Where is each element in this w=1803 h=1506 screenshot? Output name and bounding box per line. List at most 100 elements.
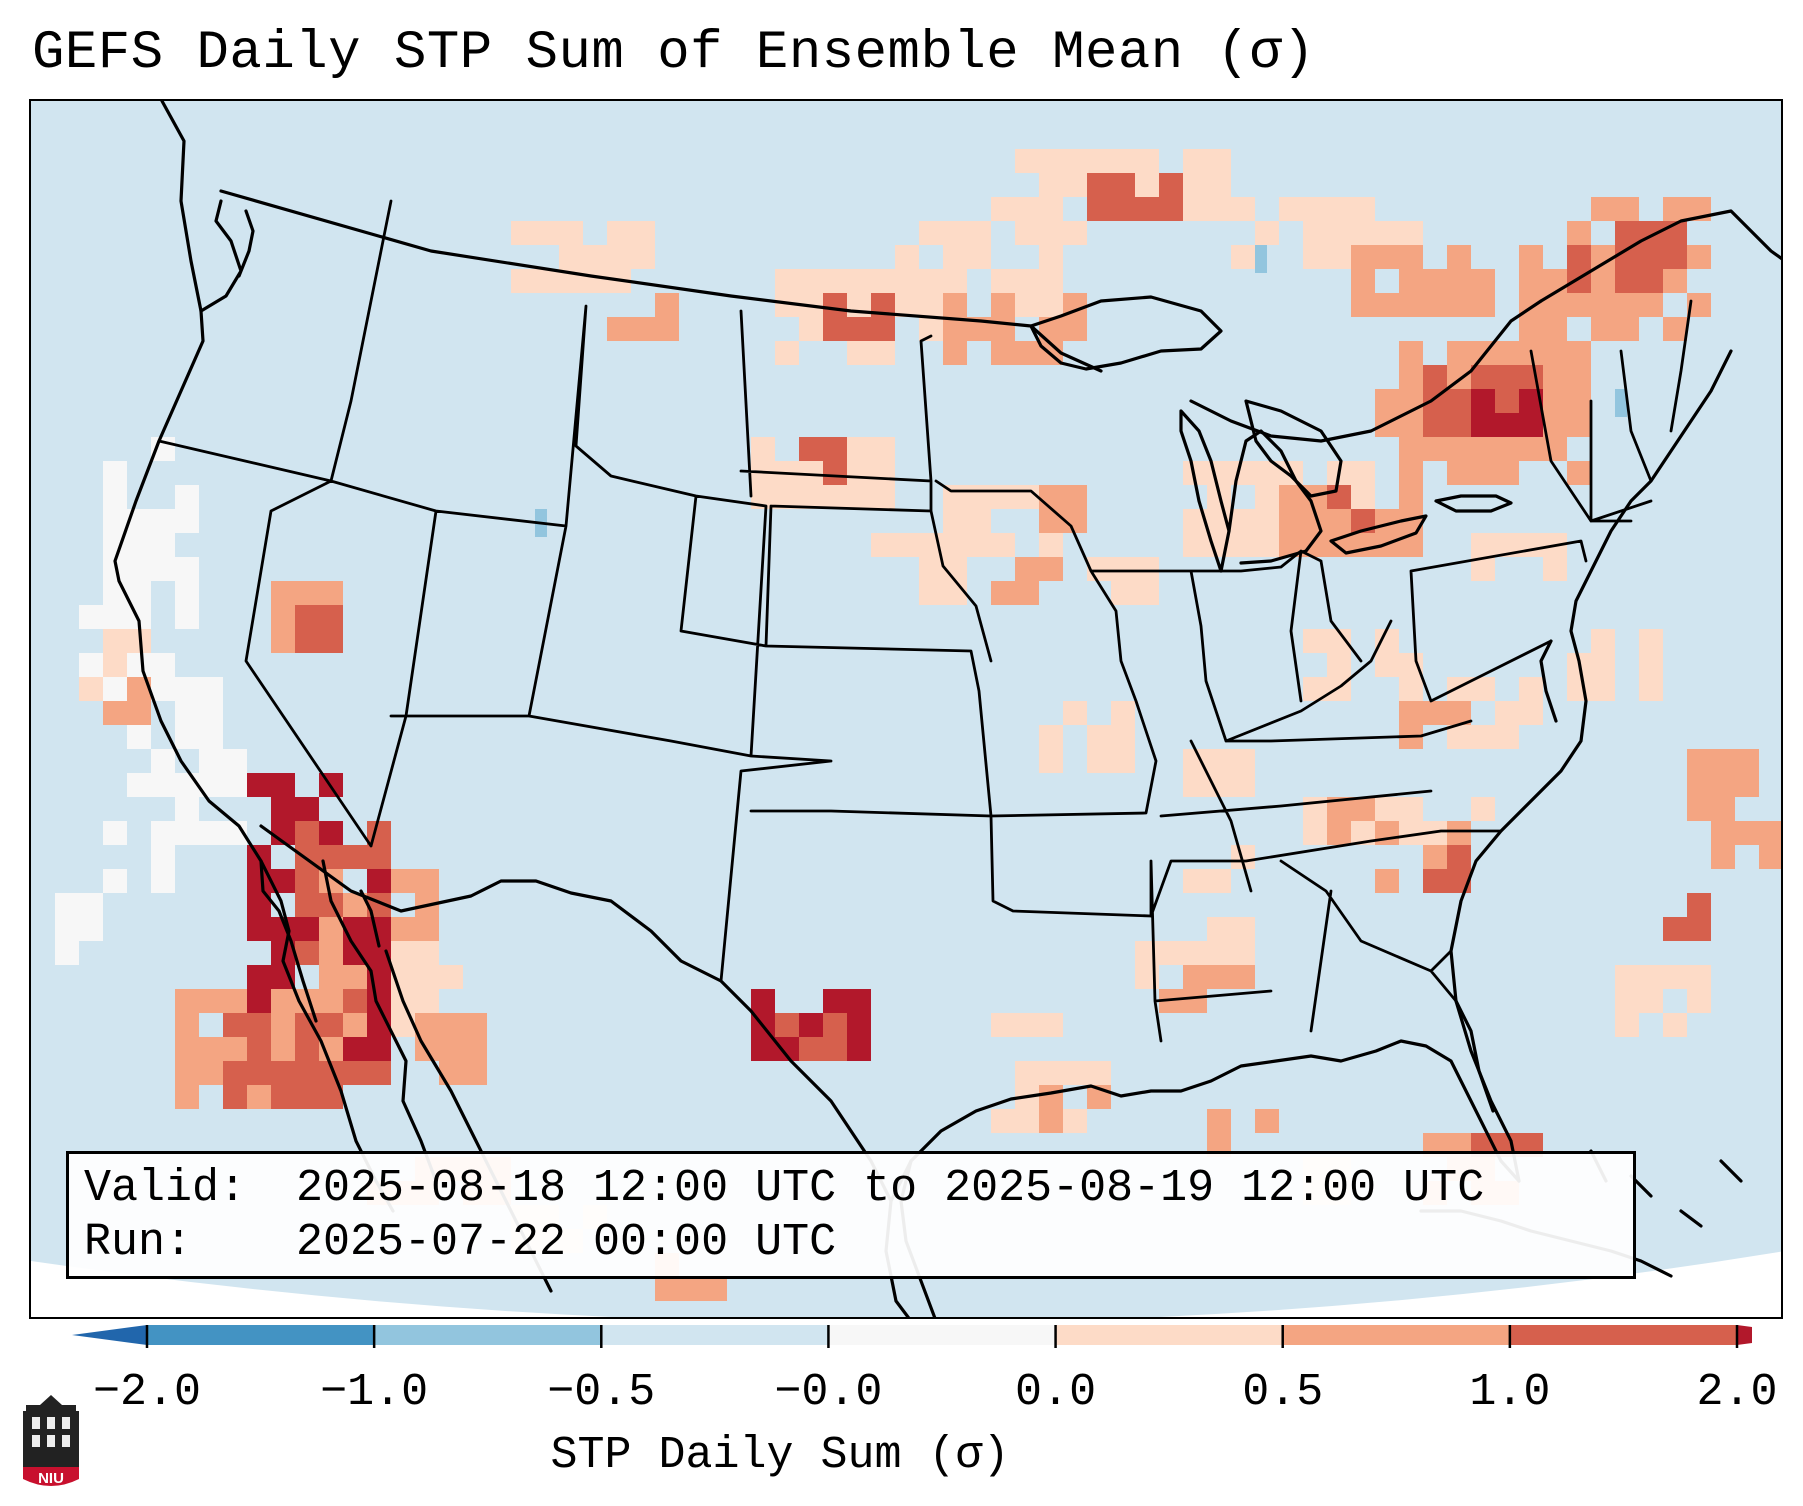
stp-cell <box>175 1037 199 1061</box>
stp-cell <box>1423 845 1447 869</box>
stp-cell <box>823 989 847 1013</box>
stp-cell <box>175 509 199 533</box>
stp-cell <box>247 773 271 797</box>
stp-cell <box>1663 1013 1687 1037</box>
stp-cell <box>319 629 343 653</box>
stp-cell <box>1111 701 1135 725</box>
stp-cell <box>1471 293 1495 317</box>
colorbar-tick-label: 1.0 <box>1469 1367 1551 1418</box>
stp-cell <box>1399 485 1423 509</box>
stp-cell <box>1351 221 1375 245</box>
university-tower-icon <box>23 1395 79 1486</box>
stp-cell <box>1351 485 1375 509</box>
stp-cell <box>1327 485 1351 509</box>
stp-cell <box>151 677 175 701</box>
stp-cell <box>1399 221 1423 245</box>
stp-cell <box>535 269 559 293</box>
stp-cell <box>79 677 103 701</box>
stp-cell <box>1231 245 1255 269</box>
valid-value: 2025-08-18 12:00 UTC to 2025-08-19 12:00… <box>296 1163 1485 1214</box>
stp-cell <box>1279 509 1303 533</box>
stp-cell <box>1111 149 1135 173</box>
stp-cell <box>823 293 847 317</box>
coastline-puget <box>199 199 255 313</box>
stp-cell <box>1255 533 1279 557</box>
stp-cell <box>1255 1109 1279 1133</box>
stp-cell <box>823 1013 847 1037</box>
stp-cell <box>319 821 343 845</box>
chart-title: GEFS Daily STP Sum of Ensemble Mean (σ) <box>32 23 1316 84</box>
stp-cell <box>1039 149 1063 173</box>
stp-cell <box>1543 341 1567 365</box>
stp-cell <box>847 485 871 509</box>
stp-cell <box>967 221 991 245</box>
stp-cell <box>919 557 943 581</box>
stp-cell <box>775 269 799 293</box>
stp-cell <box>655 1277 679 1301</box>
stp-cell <box>607 317 631 341</box>
stp-cell <box>103 869 127 893</box>
stp-cell <box>1231 197 1255 221</box>
stp-cell <box>1687 773 1711 797</box>
stp-cell <box>967 245 991 269</box>
stp-cell <box>175 485 199 509</box>
colorbar-bin <box>1055 1325 1284 1345</box>
stp-cell <box>1063 149 1087 173</box>
stp-cell <box>1255 485 1279 509</box>
stp-cell <box>367 845 391 869</box>
stp-cell <box>1039 557 1063 581</box>
stp-cell <box>1183 965 1207 989</box>
stp-cell <box>1447 389 1471 413</box>
stp-cell <box>175 1061 199 1085</box>
stp-cell <box>271 1037 295 1061</box>
map-panel[interactable] <box>29 99 1783 1319</box>
stp-cell <box>295 797 319 821</box>
stp-cell <box>151 653 175 677</box>
stp-cell <box>871 317 895 341</box>
stp-cell <box>1591 293 1615 317</box>
stp-cell <box>247 1013 271 1037</box>
stp-cell <box>991 581 1015 605</box>
stp-cell <box>583 269 607 293</box>
stp-cell <box>103 461 127 485</box>
stp-cell <box>799 1013 823 1037</box>
stp-cell <box>1519 245 1543 269</box>
stp-cell <box>175 797 199 821</box>
stp-cell <box>103 677 127 701</box>
stp-cell <box>1543 365 1567 389</box>
stp-cell <box>247 1037 271 1061</box>
stp-cell <box>127 557 151 581</box>
stp-cell <box>175 989 199 1013</box>
stp-cell <box>1351 461 1375 485</box>
stp-cell <box>1375 413 1399 437</box>
stp-cell <box>1039 221 1063 245</box>
stp-cell <box>1375 797 1399 821</box>
stp-cell <box>919 269 943 293</box>
stp-cell <box>367 869 391 893</box>
stp-cell <box>1423 701 1447 725</box>
stp-cell <box>1567 677 1591 701</box>
stp-cell <box>175 557 199 581</box>
stp-cell <box>1015 485 1039 509</box>
stp-cell <box>1111 749 1135 773</box>
colorbar-bin <box>1282 1325 1511 1345</box>
stp-cell <box>151 845 175 869</box>
stp-cell <box>1375 653 1399 677</box>
stp-cell <box>1471 725 1495 749</box>
stp-cell <box>175 725 199 749</box>
stp-cell <box>1471 365 1495 389</box>
stp-cell <box>799 485 823 509</box>
stp-cell <box>1255 245 1267 273</box>
stp-cell <box>799 437 823 461</box>
stp-cell <box>1447 845 1471 869</box>
stp-cell <box>1639 293 1663 317</box>
stp-cell <box>1615 965 1639 989</box>
stp-cell <box>439 1037 463 1061</box>
stp-cell <box>367 1061 391 1085</box>
stp-cell <box>1687 749 1711 773</box>
stp-cell <box>1519 533 1543 557</box>
stp-cell <box>1447 341 1471 365</box>
stp-cell <box>1495 389 1519 413</box>
stp-cell <box>1399 341 1423 365</box>
stp-cell <box>151 821 175 845</box>
